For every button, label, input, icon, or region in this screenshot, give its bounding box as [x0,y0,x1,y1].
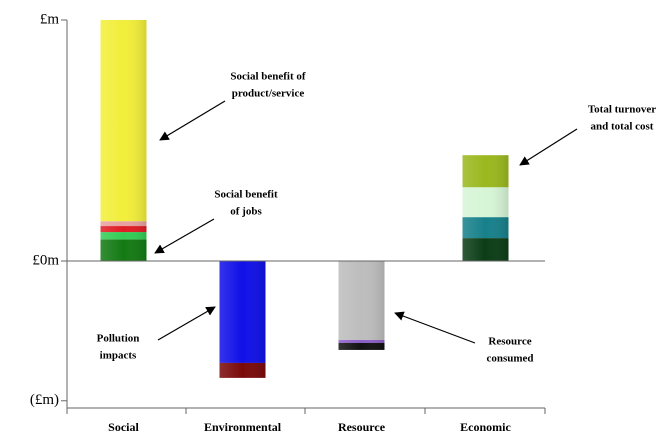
annotation: product/service [232,88,305,100]
arrow [154,218,215,254]
annotation: Social benefit of [230,71,305,83]
y-tick-label: £0m [32,252,59,268]
bar-shade [100,20,147,261]
x-axis-ticks [66,408,546,414]
bar-shade [219,260,266,378]
arrows [154,100,578,344]
x-tick-label: Environmental [204,420,282,434]
arrow [157,306,216,341]
annotation: of jobs [230,206,262,218]
x-tick-label: Social [108,420,139,434]
annotation: consumed [486,353,533,365]
bar-shade [338,260,385,350]
x-tick-label: Resource [338,420,386,434]
y-tick-label: (£m) [30,392,59,408]
arrow [394,311,476,344]
x-tick-label: Economic [460,420,511,434]
y-tick-label: £m [40,11,60,27]
arrow [519,128,578,166]
annotation: impacts [100,350,137,362]
bar-shade [462,155,509,261]
arrow [159,100,226,141]
annotation: Total turnover [588,104,656,116]
annotation: Resource [488,336,531,348]
annotation: and total cost [591,121,654,133]
annotation: Social benefit [214,189,278,201]
annotation: Pollution [97,333,140,345]
bars [100,20,509,378]
